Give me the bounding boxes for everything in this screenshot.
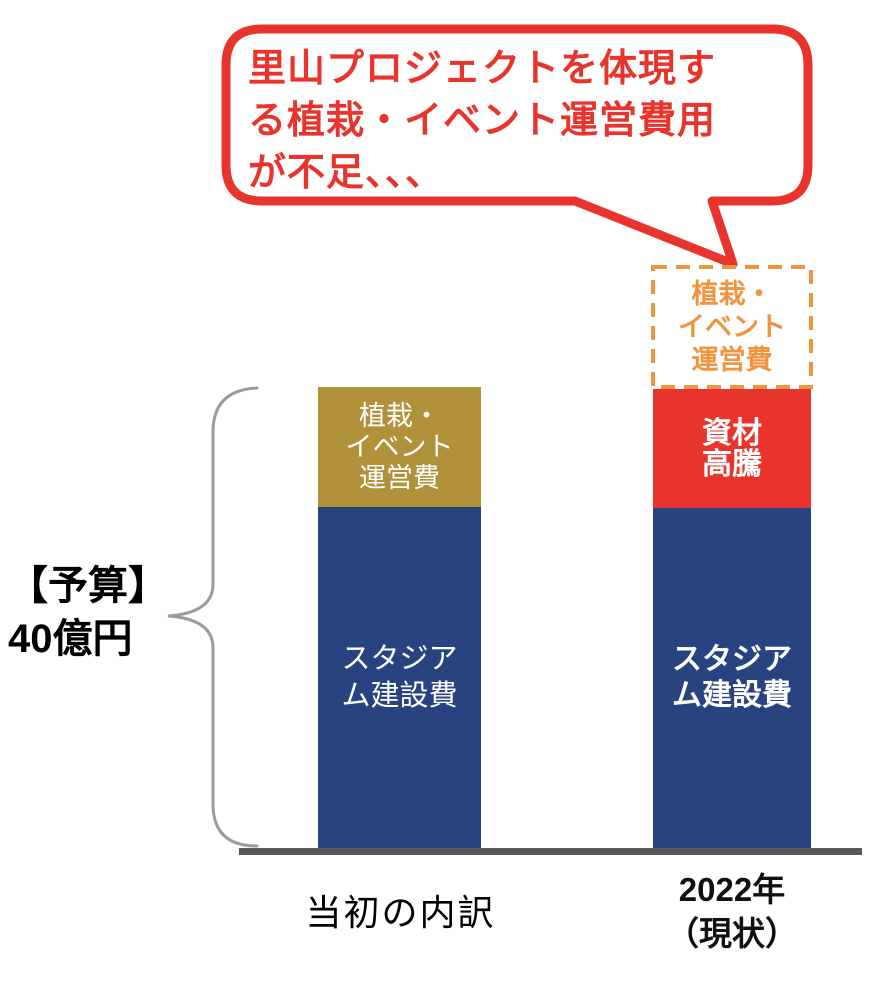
left-bar-planting-segment: 植栽・ イベント 運営費	[318, 387, 481, 507]
right-bar-materials-label: 資材 高騰	[653, 418, 811, 480]
shortfall-dashed-box	[651, 265, 813, 389]
budget-label: 【予算】 40億円	[8, 560, 178, 666]
category-label-line: （現状）	[666, 915, 798, 952]
shortfall-label-line: イベント	[678, 312, 786, 342]
left-bar-stadium-segment: スタジア ム建設費	[318, 507, 481, 848]
label-line: スタジア	[341, 642, 458, 675]
left-bar-stadium-label: スタジア ム建設費	[318, 641, 481, 715]
right-bar-stadium-segment: スタジア ム建設費	[653, 508, 811, 848]
category-label-2022: 2022年 （現状）	[638, 868, 826, 956]
label-line: イベント	[345, 431, 454, 462]
label-line: 運営費	[359, 462, 440, 493]
baseline-axis	[239, 848, 862, 855]
label-line: ム建設費	[672, 679, 792, 712]
category-label-initial: 当初の内訳	[305, 892, 496, 933]
shortfall-label-line: 植栽・	[691, 279, 773, 309]
shortfall-segment-label: 植栽・ イベント 運営費	[653, 278, 811, 377]
label-line: ム建設費	[341, 679, 458, 712]
budget-label-line: 【予算】	[8, 564, 168, 608]
budget-label-line: 40億円	[8, 617, 133, 661]
right-bar-materials-segment: 資材 高騰	[653, 389, 811, 508]
speech-bubble-shape	[221, 24, 813, 269]
label-line: スタジア	[672, 643, 792, 676]
speech-bubble-text: 里山プロジェクトを体現す る植栽・イベント運営費用 が不足、、、	[248, 43, 796, 199]
shortfall-label-line: 運営費	[691, 345, 773, 375]
label-line: 高騰	[702, 447, 762, 481]
speech-bubble-line: 里山プロジェクトを体現す	[248, 48, 717, 90]
category-label-line: 2022年	[678, 871, 786, 908]
label-line: 資材	[702, 416, 762, 450]
budget-brace-icon	[167, 386, 259, 848]
speech-bubble-line: る植栽・イベント運営費用	[248, 100, 717, 142]
label-line: 植栽・	[359, 400, 440, 431]
right-bar-stadium-label: スタジア ム建設費	[653, 642, 811, 714]
left-bar-planting-label: 植栽・ イベント 運営費	[318, 401, 481, 494]
speech-bubble-line: が不足、、、	[248, 152, 445, 194]
